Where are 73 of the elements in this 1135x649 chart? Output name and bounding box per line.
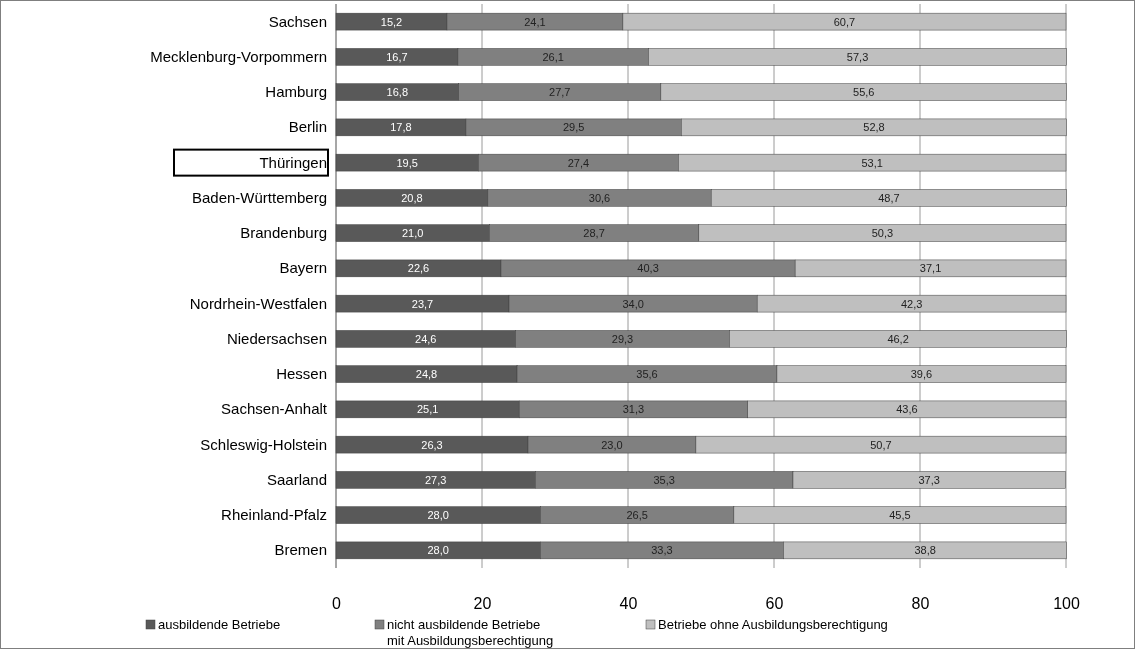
data-label: 23,7	[411, 297, 434, 310]
y-tick-label: Sachsen	[268, 12, 327, 30]
data-label: 16,7	[386, 50, 408, 63]
data-label: 52,8	[863, 121, 885, 134]
data-label: 42,3	[900, 297, 923, 310]
y-tick-label: Mecklenburg-Vorpommern	[150, 47, 327, 65]
y-tick-label: Hessen	[276, 365, 327, 383]
y-tick-label: Bayern	[279, 259, 327, 277]
data-label: 27,3	[424, 473, 447, 486]
data-label: 26,3	[421, 438, 443, 451]
data-label: 20,8	[401, 191, 423, 204]
x-tick-label: 100	[1053, 595, 1080, 613]
data-label: 34,0	[622, 297, 644, 310]
data-label: 46,2	[887, 332, 909, 345]
data-label: 39,6	[910, 368, 933, 381]
data-label: 43,6	[896, 403, 918, 416]
data-label: 28,0	[427, 509, 449, 522]
x-tick-label: 40	[619, 595, 638, 613]
x-tick-label: 60	[765, 595, 784, 613]
y-tick-label: Thüringen	[259, 153, 327, 171]
data-label: 21,0	[401, 227, 424, 240]
y-tick-label: Saarland	[266, 470, 327, 488]
data-label: 37,1	[919, 262, 942, 275]
data-label: 37,3	[918, 473, 940, 486]
data-label: 38,8	[914, 544, 936, 557]
data-label: 16,8	[386, 86, 409, 99]
data-label: 35,3	[653, 473, 675, 486]
y-tick-label: Berlin	[288, 118, 327, 136]
x-tick-label: 20	[473, 595, 492, 613]
data-label: 23,0	[601, 438, 623, 451]
y-tick-label: Brandenburg	[240, 224, 327, 242]
y-tick-label: Schleswig-Holstein	[200, 435, 327, 453]
data-label: 27,7	[549, 86, 571, 99]
data-label: 17,8	[390, 121, 412, 134]
x-tick-label: 0	[332, 595, 342, 613]
y-tick-label: Hamburg	[265, 83, 327, 101]
legend-label: Betriebe ohne Ausbildungsberechtigung	[658, 617, 888, 632]
data-label: 24,1	[524, 15, 546, 28]
data-label: 29,3	[611, 332, 634, 345]
data-label: 35,6	[636, 368, 658, 381]
data-label: 28,0	[427, 544, 449, 557]
data-label: 55,6	[853, 86, 875, 99]
data-label: 26,5	[626, 509, 648, 522]
y-tick-label: Rheinland-Pfalz	[221, 506, 327, 524]
data-label: 50,7	[870, 438, 892, 451]
y-tick-label: Nordrhein-Westfalen	[189, 294, 327, 312]
data-label: 29,5	[562, 121, 585, 134]
data-label: 27,4	[567, 156, 590, 169]
data-label: 48,7	[878, 191, 900, 204]
y-tick-label: Niedersachsen	[226, 329, 327, 347]
data-label: 28,7	[583, 227, 605, 240]
y-tick-label: Bremen	[274, 541, 327, 559]
data-label: 40,3	[637, 262, 659, 275]
x-tick-label: 80	[911, 595, 930, 613]
data-label: 24,8	[415, 368, 438, 381]
data-label: 24,6	[415, 332, 437, 345]
data-label: 33,3	[651, 544, 673, 557]
data-label: 26,1	[542, 50, 564, 63]
data-label: 53,1	[861, 156, 883, 169]
legend-label: nicht ausbildende Betriebe mit Ausbildungsberechtigung	[387, 617, 554, 648]
legend-label: ausbildende Betriebe	[158, 617, 281, 632]
y-tick-label: Sachsen-Anhalt	[221, 400, 328, 418]
y-tick-label: Baden-Württemberg	[191, 188, 327, 206]
data-label: 19,5	[396, 156, 418, 169]
data-label: 45,5	[889, 509, 911, 522]
data-label: 31,3	[622, 403, 645, 416]
data-label: 60,7	[833, 15, 856, 28]
data-label: 57,3	[846, 50, 869, 63]
data-label: 30,6	[588, 191, 611, 204]
data-label: 22,6	[407, 262, 430, 275]
data-label: 15,2	[380, 15, 403, 28]
data-label: 50,3	[871, 227, 894, 240]
data-label: 25,1	[416, 403, 439, 416]
